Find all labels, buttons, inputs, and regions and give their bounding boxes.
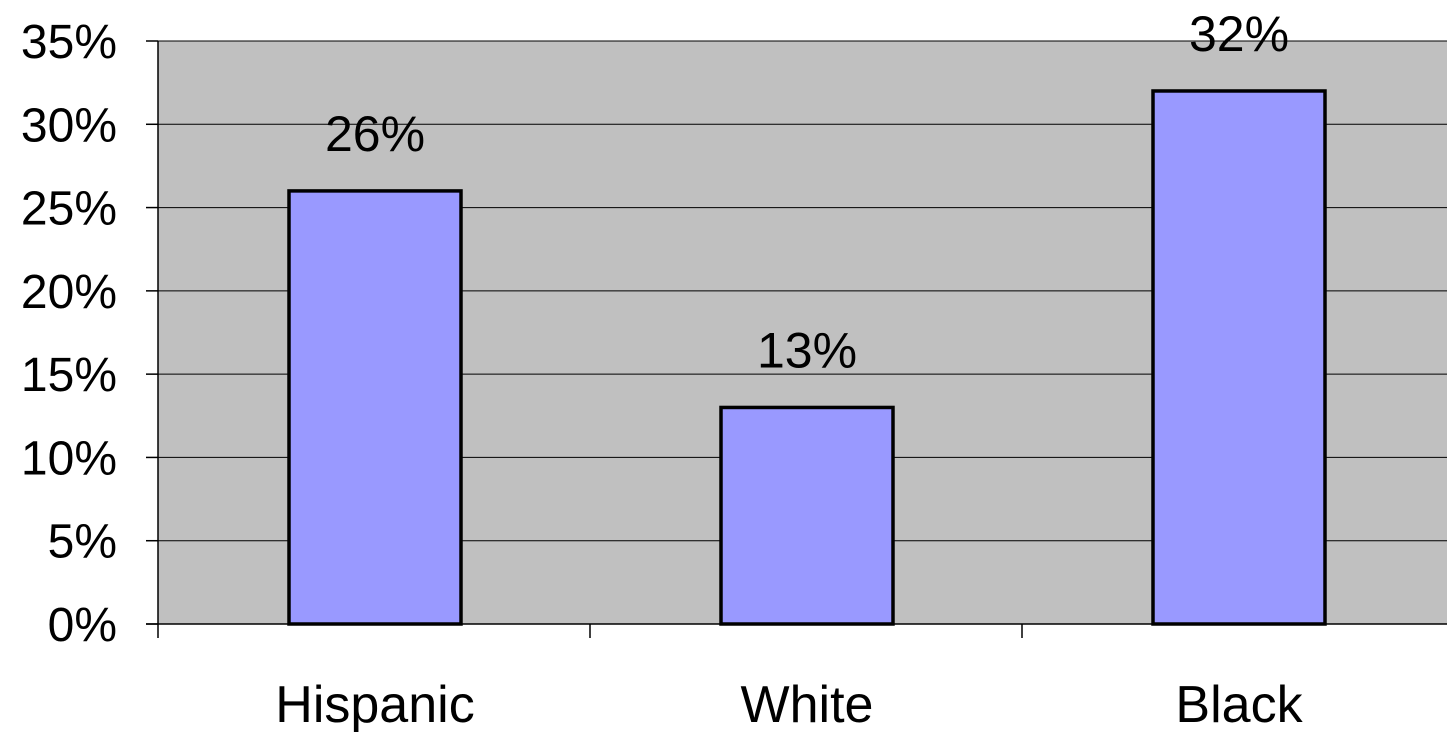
- x-axis: [146, 623, 1447, 638]
- category-labels: Hispanic White Black: [275, 676, 1303, 732]
- y-tick-label: 0%: [48, 599, 117, 652]
- bar-white: [719, 405, 895, 626]
- category-label-hispanic: Hispanic: [275, 676, 474, 732]
- bars: [287, 89, 1327, 626]
- data-labels: 26% 13% 32%: [325, 6, 1289, 378]
- y-tick-label: 25%: [21, 183, 117, 236]
- bar-hispanic: [287, 189, 463, 626]
- category-label-black: Black: [1175, 676, 1303, 732]
- bar-black: [1151, 89, 1327, 626]
- y-tick-label: 20%: [21, 266, 117, 319]
- y-axis: 0% 5% 10% 15% 20% 25% 30% 35%: [21, 16, 159, 652]
- y-tick-label: 15%: [21, 349, 117, 402]
- y-tick-label: 10%: [21, 432, 117, 485]
- data-label-hispanic: 26%: [325, 106, 425, 162]
- data-label-black: 32%: [1189, 6, 1289, 62]
- y-tick-label: 5%: [48, 516, 117, 569]
- data-label-white: 13%: [757, 322, 857, 378]
- category-label-white: White: [741, 676, 874, 732]
- y-tick-label: 30%: [21, 99, 117, 152]
- y-tick-label: 35%: [21, 16, 117, 69]
